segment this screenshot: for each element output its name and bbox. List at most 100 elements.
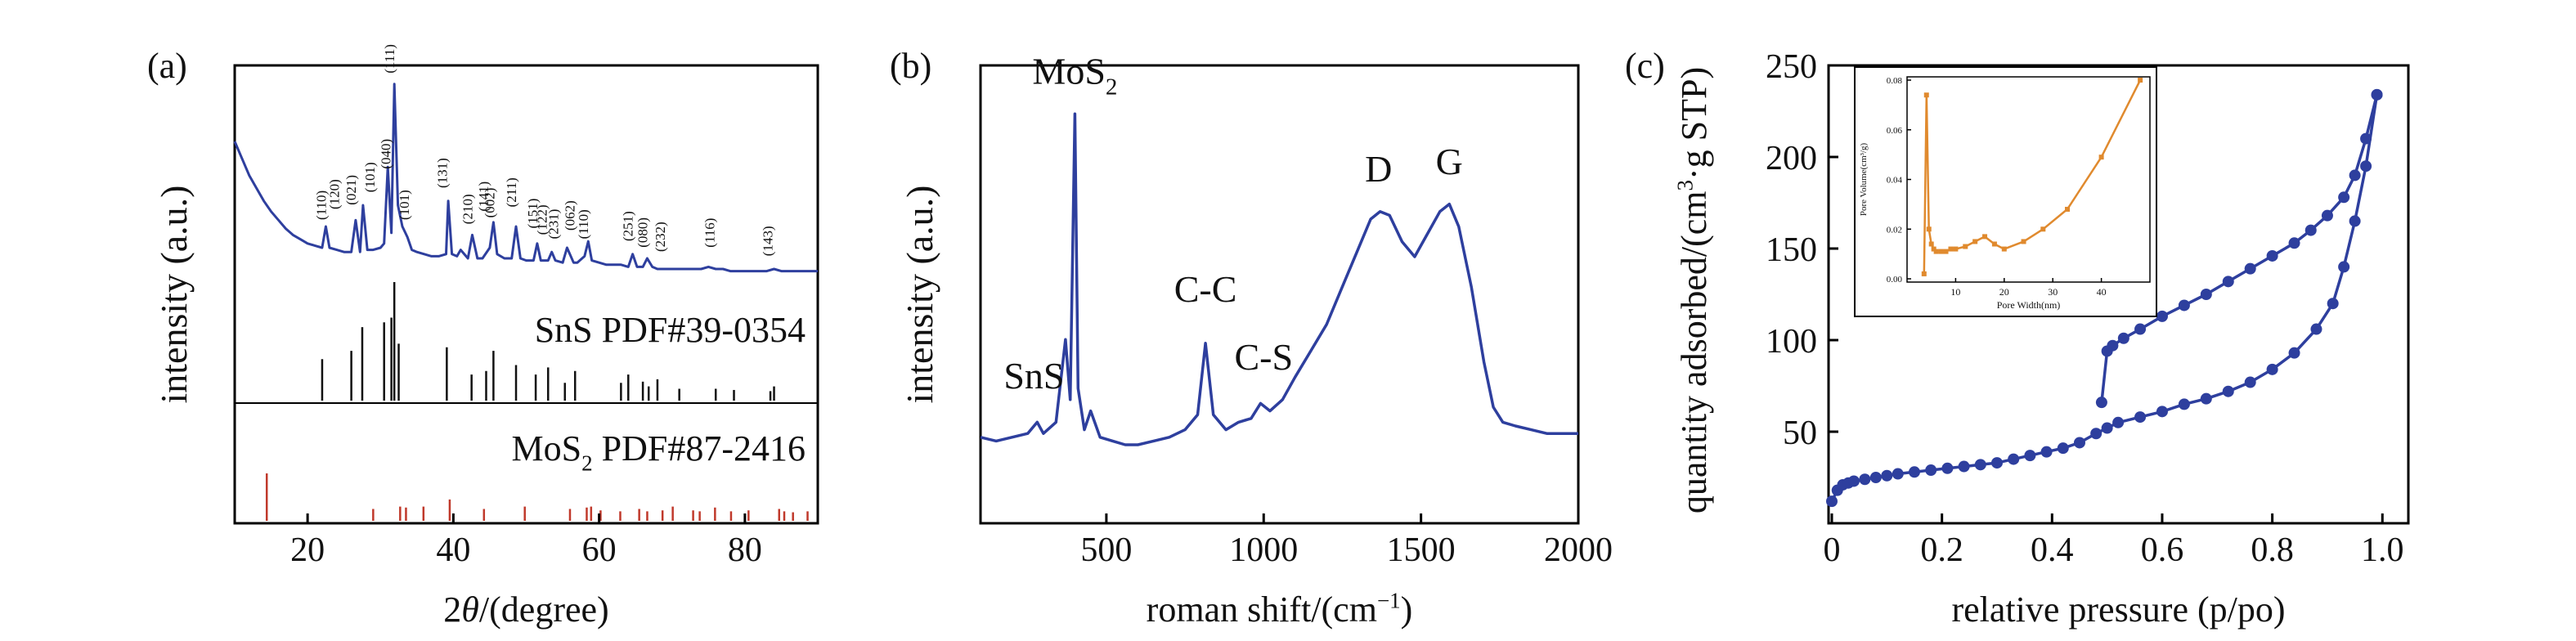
panel-c-bet-chart: 0 0.2 0.4 0.6 0.8 1.0 50 100 150 200 250 relative p… [1625, 46, 2410, 630]
panel-a-peak-label: (251) [621, 211, 636, 241]
panel-b-x-tick-label: 500 [1080, 531, 1132, 569]
panel-c-isotherm-point [1859, 473, 1871, 486]
panel-c-inset-point [1938, 249, 1944, 254]
panel-c-isotherm-point [2101, 422, 2113, 434]
panel-c-inset-point [2001, 246, 2007, 252]
panel-c-y-tick-label: 50 [1783, 415, 1817, 452]
panel-c-y-tick-label: 100 [1766, 323, 1817, 361]
panel-c-inset-x-tick-label: 10 [1950, 286, 1960, 298]
panel-c-label: (c) [1625, 46, 1665, 86]
panel-b-x-axis-label: roman shift/(cm−1) [1147, 588, 1413, 630]
panel-a-plot-frame [233, 64, 819, 525]
panel-c-plot-frame [1827, 64, 2410, 525]
panel-a-x-tick-label: 60 [582, 531, 617, 569]
panel-a-peak-label: (101) [362, 162, 378, 192]
panel-a-peak-label: (231) [546, 209, 562, 240]
panel-c-isotherm-point [2024, 450, 2036, 462]
panel-a-peak-label: (141) [476, 182, 491, 212]
panel-a-xrd-chart: (110)(120) (021) (101)(040)(111)(101)(131)… [147, 44, 819, 630]
panel-c-isotherm-point [2288, 347, 2300, 359]
panel-b-peak-annotation: C-C [1174, 268, 1237, 310]
panel-b-peak-annotation: MoS2 [1032, 50, 1117, 100]
panel-c-x-tick-label: 1.0 [2361, 531, 2404, 569]
panel-c-inset-y-tick-label: 0.08 [1887, 76, 1903, 86]
panel-c-isotherm-point [2040, 446, 2053, 458]
panel-b-peak-annotation: C-S [1234, 336, 1293, 378]
panel-c-isotherm-point [2008, 453, 2020, 465]
panel-c-inset-x-axis-label: Pore Width(nm) [1997, 299, 2061, 311]
panel-c-isotherm-point [2178, 299, 2190, 312]
panel-a-peak-label: (131) [434, 158, 450, 188]
panel-a-peak-label: (120) [326, 179, 342, 209]
panel-c-isotherm-point [2095, 397, 2107, 409]
panel-a-peak-label: (232) [653, 222, 668, 252]
panel-c-isotherm-point [1847, 475, 1860, 487]
panel-c-isotherm-point [2304, 224, 2317, 236]
panel-a-peak-label: (110) [313, 191, 329, 220]
panel-c-inset-point [1982, 234, 1988, 240]
panel-c-y-axis-label: quantity adsorbed/(cm3·g STP) [1672, 67, 1714, 513]
panel-c-isotherm-point [2327, 298, 2339, 310]
panel-c-isotherm-point [2112, 416, 2125, 428]
panel-c-isotherm-point [2360, 132, 2372, 145]
panel-c-y-tick-label: 250 [1766, 48, 1817, 86]
panel-c-isotherm-point [2200, 289, 2212, 300]
panel-c-isotherm-point [1826, 495, 1838, 508]
panel-c-isotherm-point [1925, 464, 1937, 477]
panel-c-inset-point [2040, 226, 2046, 232]
panel-c-isotherm-point [2349, 215, 2361, 227]
panel-a-peak-label: (151) [525, 199, 541, 229]
panel-c-inset-point [1943, 249, 1949, 254]
panel-c-x-tick-label: 0 [1824, 531, 1841, 569]
panel-a-peak-label: (116) [702, 218, 717, 248]
panel-c-inset-y-tick-label: 0.04 [1887, 176, 1903, 186]
panel-a-x-tick-label: 40 [436, 531, 470, 569]
panel-c-isotherm-point [2156, 310, 2168, 322]
panel-b-plot-frame [979, 64, 1580, 525]
panel-c-isotherm-point [2178, 398, 2190, 410]
panel-c-x-tick-label: 0.6 [2141, 531, 2184, 569]
panel-b-peak-annotation: G [1436, 141, 1463, 182]
panel-a-peak-label: (002) [482, 188, 497, 218]
panel-c-isotherm-point [1869, 472, 1882, 483]
panel-c-isotherm-point [1958, 460, 1970, 473]
panel-c-inset-point [1963, 244, 1968, 249]
panel-c-isotherm-point [2338, 191, 2350, 204]
panel-c-isotherm-point [2244, 262, 2256, 275]
panel-c-isotherm-point [2266, 249, 2278, 262]
panel-b-raman-chart: SnS MoS2 C-C C-S D G 500 1000 1500 2000 roman shif… [890, 46, 1613, 630]
panel-c-inset-y-tick-label: 0.06 [1887, 126, 1903, 136]
panel-c-isotherm-point [2338, 261, 2350, 273]
panel-c-inset-point [1923, 92, 1929, 98]
panel-c-inset-point [1926, 226, 1932, 232]
panel-c-isotherm-point [1908, 466, 1920, 478]
panel-a-peak-label: (210) [460, 194, 476, 224]
panel-a-peak-label: (110) [576, 209, 591, 239]
panel-c-x-tick-label: 0.2 [1920, 531, 1963, 569]
panel-a-peak-label: (101) [397, 190, 412, 220]
panel-a-peak-label: (080) [635, 217, 650, 248]
panel-c-isotherm-point [2321, 209, 2333, 222]
panel-a-peak-label: (111) [382, 44, 397, 74]
panel-c-isotherm-point [1974, 459, 1986, 471]
panel-c-inset-y-axis-label: Pore Volume(cm³/g) [1859, 142, 1869, 216]
panel-c-inset-x-tick-label: 30 [2048, 286, 2058, 298]
panel-b-label: (b) [890, 46, 931, 86]
panel-a-sns-ref-label: SnS PDF#39-0354 [535, 310, 806, 350]
panel-a-peak-label: (122) [534, 204, 550, 235]
panel-b-peak-annotation: SnS [1003, 355, 1064, 397]
panel-c-x-tick-label: 0.8 [2251, 531, 2294, 569]
panel-c-isotherm-point [2156, 406, 2168, 418]
panel-c-x-axis-label: relative pressure (p/po) [1951, 589, 2285, 630]
panel-c-isotherm-point [2288, 237, 2300, 249]
panel-c-isotherm-point [2200, 392, 2212, 405]
panel-a-y-axis-label: intensity (a.u.) [153, 186, 195, 404]
panel-c-isotherm-point [1892, 468, 1904, 480]
panel-a-label: (a) [147, 46, 187, 86]
panel-c-inset-point [1953, 246, 1959, 252]
panel-c-isotherm-point [1990, 457, 2003, 469]
panel-c-inset-y-tick-label: 0.02 [1887, 225, 1902, 235]
panel-c-inset-y-tick-label: 0.00 [1887, 275, 1903, 285]
panel-b-x-tick-label: 1500 [1387, 531, 1456, 569]
